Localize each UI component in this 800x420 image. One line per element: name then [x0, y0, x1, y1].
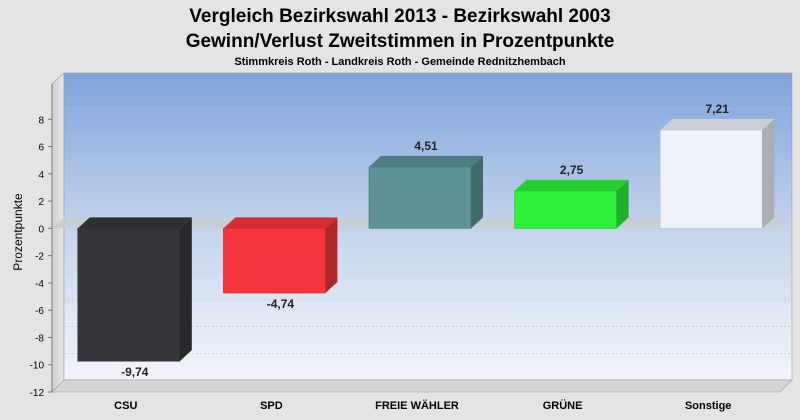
chart-title: Vergleich Bezirkswahl 2013 - Bezirkswahl… — [189, 6, 610, 27]
category-labels: CSU SPD FREIE WÄHLER GRÜNE Sonstige — [114, 399, 731, 412]
y-tick-label: 8 — [38, 115, 44, 126]
y-tick-label: 6 — [38, 143, 44, 154]
bar-side — [762, 119, 775, 229]
category-label: CSU — [114, 400, 137, 412]
bar-group: 7,21 — [659, 102, 775, 229]
bar-side — [179, 217, 192, 362]
bar-top — [514, 179, 629, 191]
y-tick-label: 2 — [38, 197, 44, 208]
y-tick-label: -12 — [30, 388, 45, 399]
bars: -9,74 -4,74 4,51 2,75 7,21 — [77, 102, 775, 379]
y-tick-label: -2 — [35, 252, 44, 263]
y-axis-ticks: 8 6 4 2 0 -2 -4 -6 -8 -10 -12 — [30, 115, 52, 399]
plot-side-wall — [51, 72, 65, 393]
bar-top — [660, 119, 775, 131]
y-tick-label: 0 — [38, 224, 44, 235]
category-label: FREIE WÄHLER — [375, 399, 459, 412]
plot-floor — [51, 379, 793, 393]
bar — [659, 129, 763, 229]
bar-group: 2,75 — [514, 163, 629, 229]
bar-top — [77, 217, 192, 229]
category-label: Sonstige — [685, 400, 731, 412]
bar — [223, 228, 326, 294]
bar-side — [616, 179, 629, 229]
data-label: 2,75 — [560, 163, 584, 177]
category-label: GRÜNE — [543, 399, 583, 412]
bar-group: -9,74 — [77, 217, 192, 379]
bar-side — [471, 155, 483, 229]
chart-subsubtitle: Stimmkreis Roth - Landkreis Roth - Gemei… — [234, 56, 566, 68]
data-label: -9,74 — [121, 365, 149, 379]
y-tick-label: 4 — [38, 170, 44, 181]
y-tick-label: -4 — [35, 279, 44, 290]
bar-top — [369, 155, 483, 167]
chart-subtitle: Gewinn/Verlust Zweitstimmen in Prozentpu… — [186, 31, 615, 52]
bar-top — [223, 217, 338, 229]
bar — [514, 190, 617, 229]
bar — [368, 166, 472, 229]
bar-group: -4,74 — [223, 217, 338, 311]
data-label: -4,74 — [267, 297, 295, 311]
data-label: 4,51 — [414, 139, 438, 153]
y-tick-label: -6 — [35, 306, 44, 317]
data-label: 7,21 — [706, 102, 730, 116]
y-tick-label: -8 — [35, 333, 44, 344]
bar-group: 4,51 — [368, 139, 483, 229]
y-tick-label: -10 — [30, 361, 45, 372]
y-axis-label: Prozentpunkte — [11, 193, 25, 271]
bar-side — [325, 217, 338, 293]
bar — [77, 228, 181, 362]
category-label: SPD — [260, 400, 283, 412]
